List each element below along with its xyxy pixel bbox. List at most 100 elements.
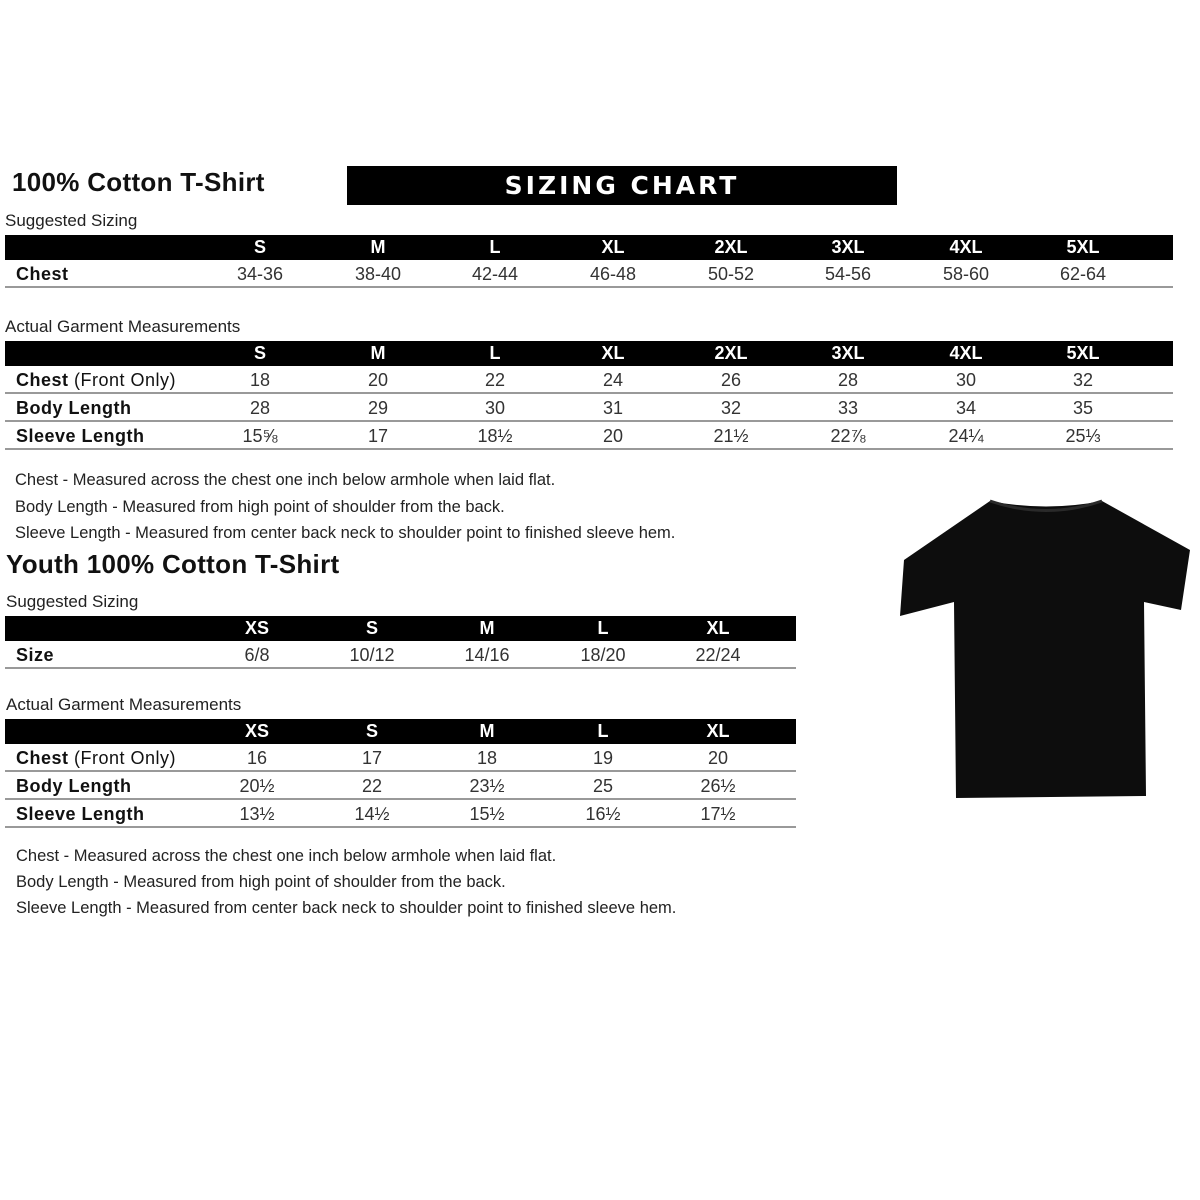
size-header: M [479,618,495,638]
table-cell: 46-48 [589,264,637,284]
table-cell: 26 [720,370,742,390]
size-header: XL [706,618,730,638]
table-cell: 20½ [239,776,275,796]
size-header: M [479,721,495,741]
table-cell: 24¼ [948,426,984,446]
table-cell: 20 [707,748,729,768]
table-cell: 6/8 [244,645,270,665]
size-header: XS [244,618,270,638]
table-cell: 17½ [700,804,736,824]
table-cell: 32 [720,398,742,418]
table-cell: 58-60 [942,264,990,284]
row-label-text: Size [16,645,55,665]
tshirt-icon [900,499,1190,798]
size-header: XL [601,237,625,257]
table-cell: 32 [1072,370,1094,390]
table-cell: 14½ [354,804,390,824]
table-cell: 23½ [469,776,505,796]
size-header: 3XL [831,343,865,363]
header-row: S M L XL 2XL 3XL 4XL 5XL [5,341,1173,366]
size-header: 3XL [831,237,865,257]
table-cell: 30 [484,398,506,418]
youth-suggested-label: Suggested Sizing [6,592,139,611]
row-label-text: Chest [16,748,69,768]
table-row: Chest (Front Only) 16 17 18 19 20 [5,745,796,772]
row-label: Body Length [16,773,132,800]
row-label-note: (Front Only) [68,370,177,390]
table-cell: 54-56 [824,264,872,284]
size-header: M [370,237,386,257]
table-cell: 18 [476,748,498,768]
row-label: Sleeve Length [16,423,145,450]
table-row: Body Length 28 29 30 31 32 33 34 35 [5,395,1173,422]
table-cell: 26½ [700,776,736,796]
table-row: Sleeve Length 13½ 14½ 15½ 16½ 17½ [5,801,796,828]
table-cell: 15⅝ [242,426,278,446]
size-header: L [597,618,609,638]
header-row: XS S M L XL [5,616,796,641]
adult-title: 100% Cotton T-Shirt [12,167,265,197]
note-body-length: Body Length - Measured from high point o… [15,497,505,516]
size-header: S [365,618,379,638]
table-cell: 10/12 [349,645,395,665]
adult-suggested-label: Suggested Sizing [5,211,138,230]
note-chest: Chest - Measured across the chest one in… [15,471,556,489]
row-label-note: (Front Only) [68,748,177,768]
adult-notes: Chest - Measured across the chest one in… [15,467,675,547]
size-header: XL [706,721,730,741]
table-row: Body Length 20½ 22 23½ 25 26½ [5,773,796,800]
row-label: Sleeve Length [16,801,145,828]
table-cell: 22⅞ [830,426,866,446]
table-row: Chest 34-36 38-40 42-44 46-48 50-52 54-56 58-60… [5,261,1173,288]
youth-actual-table: XS S M L XL Chest (Front Only) 16 17 18 19 20 Body … [5,719,796,828]
table-cell: 25 [592,776,614,796]
size-header: 4XL [949,343,983,363]
size-header: L [489,237,501,257]
table-row: Size 6/8 10/12 14/16 18/20 22/24 [5,642,796,669]
row-label: Size [16,642,54,669]
size-header: S [365,721,379,741]
row-label-text: Chest [16,264,69,284]
table-cell: 18/20 [580,645,626,665]
size-header: XS [244,721,270,741]
size-header: S [253,343,267,363]
size-header: 5XL [1066,237,1100,257]
table-cell: 42-44 [471,264,519,284]
table-cell: 20 [367,370,389,390]
table-cell: 29 [367,398,389,418]
table-cell: 28 [249,398,271,418]
table-cell: 50-52 [707,264,755,284]
table-cell: 62-64 [1059,264,1107,284]
table-cell: 34-36 [236,264,284,284]
header-row: S M L XL 2XL 3XL 4XL 5XL [5,235,1173,260]
table-cell: 35 [1072,398,1094,418]
table-cell: 19 [592,748,614,768]
size-header: 2XL [714,343,748,363]
row-divider [5,286,1173,288]
row-divider [5,770,796,772]
table-cell: 25⅓ [1065,426,1101,446]
row-label: Chest (Front Only) [16,367,176,394]
note-body-length: Body Length - Measured from high point o… [16,873,506,891]
note-chest: Chest - Measured across the chest one in… [16,847,557,865]
table-cell: 14/16 [464,645,510,665]
size-header: M [370,343,386,363]
row-divider [5,667,796,669]
row-label-text: Sleeve Length [16,426,145,446]
row-divider [5,392,1173,394]
size-header: 4XL [949,237,983,257]
size-header: L [489,343,501,363]
adult-suggested-table: S M L XL 2XL 3XL 4XL 5XL Chest 34-36 38-40 42-44 46-… [5,235,1173,288]
row-divider [5,420,1173,422]
table-cell: 17 [367,426,389,446]
row-label-text: Chest [16,370,69,390]
note-sleeve-length: Sleeve Length - Measured from center bac… [16,899,677,917]
table-cell: 15½ [469,804,505,824]
table-cell: 34 [955,398,977,418]
table-cell: 28 [837,370,859,390]
adult-actual-table: S M L XL 2XL 3XL 4XL 5XL Chest (Front Only) 18 20 2… [5,341,1173,450]
table-cell: 13½ [239,804,275,824]
youth-title: Youth 100% Cotton T-Shirt [6,549,340,579]
table-cell: 21½ [713,426,749,446]
header-row: XS S M L XL [5,719,796,744]
